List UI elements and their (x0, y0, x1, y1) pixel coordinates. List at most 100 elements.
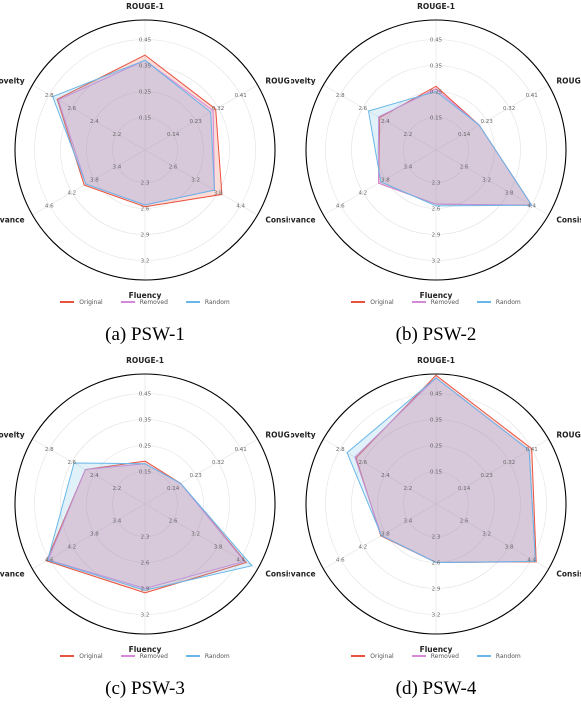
outer-ring (14, 19, 276, 281)
tick-label: 0.32 (503, 106, 515, 112)
tick-label: 2.4 (90, 119, 99, 125)
tick-label: 2.6 (358, 460, 367, 466)
legend-item: Removed (411, 650, 459, 662)
tick-label: 2.2 (403, 486, 412, 492)
tick-label: 2.8 (45, 93, 54, 99)
legend-label: Random (204, 652, 230, 660)
legend-swatch (185, 655, 200, 657)
axis-spoke (435, 149, 549, 216)
axis-spoke (144, 438, 258, 505)
axis-label: Novelty (0, 77, 25, 86)
tick-label: 4.4 (236, 557, 245, 563)
axis-spoke (435, 503, 549, 570)
tick-label: 3.2 (482, 177, 491, 183)
legend-item: Removed (411, 296, 459, 308)
tick-label: 2.3 (141, 181, 150, 187)
tick-label: 4.4 (236, 203, 245, 209)
tick-label: 3.2 (141, 259, 150, 265)
tick-label: 0.35 (139, 64, 152, 70)
axis-label: ROUGE-L (265, 77, 290, 86)
axis-label: Relevance (0, 216, 25, 225)
tick-label: 2.6 (460, 518, 469, 524)
axis-label: Relevance (0, 570, 25, 579)
tick-label: 0.23 (481, 473, 494, 479)
legend-item: Original (351, 296, 394, 308)
axis-spoke (435, 438, 549, 505)
legend-item: Random (185, 296, 230, 308)
tick-label: 0.23 (481, 119, 494, 125)
tick-label: 2.4 (90, 473, 99, 479)
tick-label: 0.35 (430, 418, 443, 424)
outer-ring (14, 373, 276, 635)
tick-label: 0.25 (139, 90, 152, 96)
tick-label: 0.32 (212, 460, 224, 466)
legend-label: Original (370, 652, 394, 660)
legend-label: Original (370, 298, 394, 306)
radar-plot: 0.15 0.25 0.35 0.45 0.14 0.23 0.32 0.41 2.6 3.2 3.… (291, 356, 581, 654)
chart-caption: (c) PSW-3 (105, 678, 185, 699)
tick-label: 0.15 (139, 470, 152, 476)
legend-swatch (411, 301, 426, 303)
axis-label: ROUGE-L (556, 77, 581, 86)
tick-label: 4.6 (336, 557, 345, 563)
tick-label: 3.8 (381, 531, 390, 537)
axis-label: Novelty (291, 77, 316, 86)
legend-label: Removed (139, 298, 168, 306)
tick-label: 4.2 (358, 190, 367, 196)
axis-label: Novelty (291, 431, 316, 440)
tick-label: 0.14 (167, 132, 180, 138)
tick-label: 2.9 (432, 587, 441, 593)
outer-ring (305, 373, 567, 635)
legend-item: Removed (120, 650, 168, 662)
tick-label: 2.6 (432, 561, 441, 567)
tick-label: 0.41 (526, 447, 538, 453)
tick-label: 4.6 (45, 203, 54, 209)
axis-label: Consistency (265, 216, 290, 225)
legend-item: Random (185, 650, 230, 662)
tick-label: 0.23 (190, 119, 203, 125)
axis-label: Fluency (129, 291, 162, 300)
legend-item: Original (351, 650, 394, 662)
tick-label: 2.6 (141, 207, 150, 213)
tick-label: 2.6 (67, 106, 76, 112)
tick-label: 0.15 (430, 116, 443, 122)
tick-label: 2.6 (460, 164, 469, 170)
axis-spoke (144, 149, 258, 216)
legend: Original Removed Random (291, 296, 581, 308)
tick-label: 0.23 (190, 473, 203, 479)
chart-caption: (d) PSW-4 (395, 678, 477, 699)
tick-label: 0.45 (139, 392, 152, 398)
tick-label: 4.2 (67, 190, 76, 196)
tick-label: 3.2 (191, 177, 200, 183)
tick-label: 4.4 (527, 557, 536, 563)
series-random-area (367, 90, 533, 207)
radar-plot: 0.15 0.25 0.35 0.45 0.14 0.23 0.32 0.41 2.6 3.2 3.… (291, 2, 581, 300)
legend-swatch (120, 655, 135, 657)
tick-label: 0.14 (167, 486, 180, 492)
legend-swatch (476, 655, 491, 657)
tick-label: 0.25 (139, 444, 152, 450)
legend-item: Original (60, 296, 103, 308)
tick-label: 0.25 (430, 90, 443, 96)
tick-label: 3.2 (191, 531, 200, 537)
tick-label: 2.8 (336, 93, 345, 99)
tick-label: 4.6 (336, 203, 345, 209)
legend-label: Removed (430, 298, 459, 306)
axis-label: ROUGE-1 (126, 2, 164, 11)
tick-label: 2.9 (432, 233, 441, 239)
legend-swatch (476, 301, 491, 303)
tick-label: 2.8 (45, 447, 54, 453)
tick-label: 4.4 (527, 203, 536, 209)
legend: Original Removed Random (0, 650, 290, 662)
legend-label: Removed (430, 652, 459, 660)
series-original-area (56, 54, 223, 208)
axis-spoke (323, 503, 437, 570)
axis-label: Relevance (291, 216, 316, 225)
tick-label: 4.2 (358, 544, 367, 550)
tick-label: 2.3 (141, 535, 150, 541)
tick-label: 2.6 (67, 460, 76, 466)
tick-label: 3.2 (432, 613, 441, 619)
axis-label: Consistency (556, 570, 581, 579)
axis-label: ROUGE-1 (126, 356, 164, 365)
legend-swatch (185, 301, 200, 303)
